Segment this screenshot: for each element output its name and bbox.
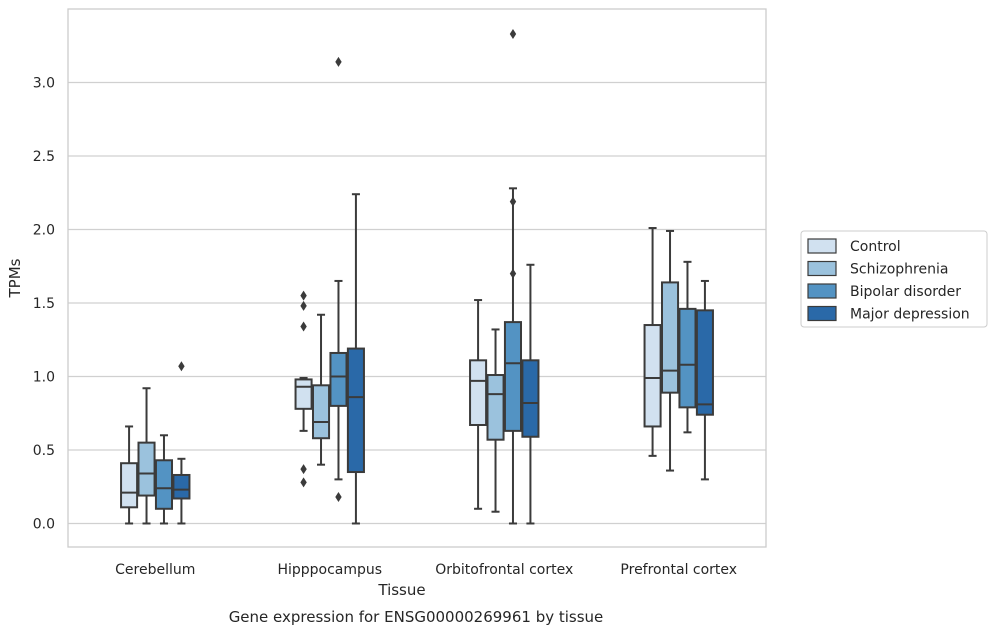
- outlier-point: [335, 492, 342, 503]
- box-major-depression: [695, 279, 714, 481]
- legend-swatch: [807, 305, 837, 322]
- box-major-depression: [172, 361, 191, 525]
- legend-frame: [800, 230, 988, 328]
- box-iqr: [346, 347, 365, 474]
- box-iqr: [678, 307, 697, 409]
- outlier-point: [509, 28, 517, 39]
- box-schizophrenia: [486, 328, 505, 513]
- box-major-depression: [346, 193, 365, 525]
- box-iqr: [294, 378, 313, 410]
- box-control: [294, 290, 313, 488]
- box-iqr: [120, 462, 139, 509]
- plot-area: [120, 28, 714, 525]
- y-axis-ticks: 0.0 0.5 1.0 1.5 2.0 2.5 3.0: [33, 75, 55, 532]
- x-axis-label: Tissue: [377, 581, 425, 599]
- box-bipolar-disorder: [329, 56, 348, 503]
- box-iqr: [486, 374, 505, 441]
- legend-label: Schizophrenia: [850, 262, 948, 278]
- box-iqr: [660, 281, 680, 394]
- box-schizophrenia: [660, 229, 680, 472]
- box-bipolar-disorder: [678, 260, 697, 434]
- box-iqr: [311, 384, 331, 440]
- y-tick-label: 2.5: [33, 149, 55, 165]
- outlier-point: [509, 268, 517, 279]
- legend-swatch: [807, 238, 837, 254]
- box-iqr: [154, 459, 174, 510]
- box-schizophrenia: [311, 313, 331, 466]
- y-tick-label: 2.0: [33, 222, 55, 238]
- y-tick-label: 1.5: [33, 296, 55, 312]
- y-tick-label: 0.0: [33, 516, 55, 532]
- box-iqr: [329, 351, 348, 407]
- legend-label: Major depression: [850, 307, 970, 323]
- outlier-point: [300, 464, 307, 475]
- legend-label: Control: [850, 239, 901, 255]
- plot-frame: [67, 8, 767, 548]
- box-control: [643, 227, 662, 457]
- y-tick-label: 0.5: [33, 443, 55, 459]
- y-axis-label: TPMs: [6, 258, 24, 298]
- grid-lines: [68, 81, 766, 525]
- box-major-depression: [521, 263, 540, 525]
- x-tick-label: Cerebellum: [115, 562, 195, 578]
- legend-swatch: [807, 260, 837, 277]
- box-control: [469, 299, 488, 510]
- outlier-point: [300, 321, 307, 332]
- legend: Control Schizophrenia Bipolar disorder Majo…: [800, 230, 988, 328]
- box-iqr: [469, 359, 488, 426]
- box-schizophrenia: [137, 387, 156, 525]
- box-control: [120, 425, 139, 525]
- box-iqr: [695, 309, 714, 416]
- box-iqr: [521, 359, 540, 438]
- box-iqr: [503, 321, 523, 432]
- outlier-point: [509, 196, 517, 207]
- box-bipolar-disorder: [503, 28, 523, 525]
- x-tick-label: Hipppocampus: [277, 562, 382, 578]
- box-iqr: [643, 324, 662, 428]
- box-bipolar-disorder: [154, 434, 174, 525]
- outlier-point: [300, 290, 307, 301]
- outlier-point: [300, 477, 307, 488]
- figure-caption: Gene expression for ENSG00000269961 by t…: [229, 608, 604, 626]
- x-tick-label: Orbitofrontal cortex: [435, 562, 573, 578]
- y-tick-label: 3.0: [33, 75, 55, 91]
- outlier-point: [335, 56, 342, 67]
- legend-swatch: [807, 283, 837, 299]
- y-tick-label: 1.0: [33, 369, 55, 385]
- x-tick-label: Prefrontal cortex: [620, 562, 737, 578]
- outlier-point: [300, 300, 307, 311]
- outlier-point: [178, 361, 185, 372]
- box-iqr: [137, 441, 156, 497]
- box-iqr: [172, 473, 191, 500]
- legend-label: Bipolar disorder: [850, 284, 961, 300]
- x-axis-ticks: Cerebellum Hipppocampus Orbitofrontal cort…: [115, 562, 737, 578]
